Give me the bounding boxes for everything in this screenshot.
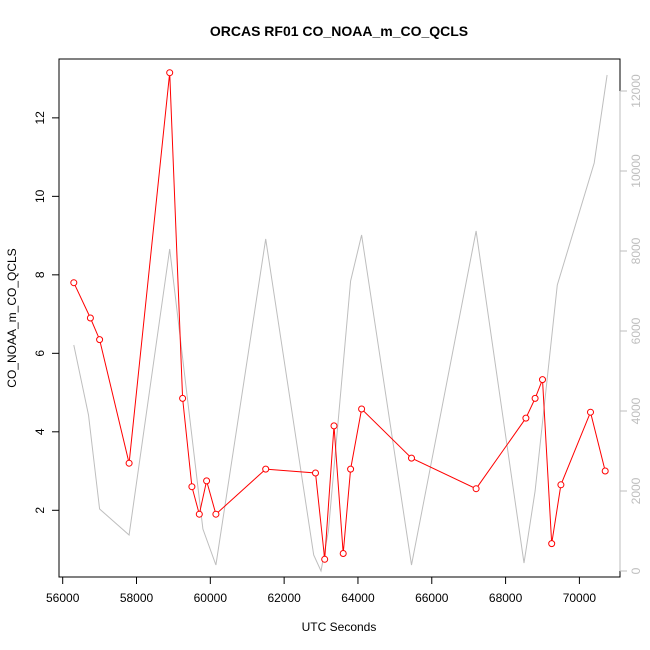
x-axis: 56000 58000 60000 62000 64000 66000 68000 70000 xyxy=(46,576,597,605)
x-tick-label: 58000 xyxy=(120,591,154,605)
x-tick-label: 60000 xyxy=(194,591,228,605)
data-point xyxy=(96,336,104,344)
data-point xyxy=(203,477,211,485)
x-tick-label: 56000 xyxy=(46,591,80,605)
y-tick-label: 4 xyxy=(33,428,47,435)
data-point xyxy=(86,314,94,322)
y2-axis: 0 2000 4000 6000 8000 10000 12000 xyxy=(619,74,643,574)
data-point xyxy=(548,540,556,548)
x-tick-label: 70000 xyxy=(563,591,597,605)
data-point xyxy=(408,454,415,462)
y-tick-label: 2 xyxy=(33,507,47,514)
y2-tick-label: 6000 xyxy=(629,317,643,344)
data-point xyxy=(472,485,480,493)
data-point xyxy=(587,408,594,416)
data-point xyxy=(188,483,196,491)
chart-title: ORCAS RF01 CO_NOAA_m_CO_QCLS xyxy=(210,23,468,39)
y-tick-label: 6 xyxy=(33,350,47,357)
y2-tick-label: 0 xyxy=(629,567,643,574)
y2-tick-label: 4000 xyxy=(629,397,643,424)
data-point xyxy=(166,69,174,77)
y-axis: 2 4 6 8 10 12 xyxy=(33,111,60,514)
y2-tick-label: 2000 xyxy=(629,477,643,504)
series-line-left-axis xyxy=(73,72,606,560)
data-point xyxy=(330,422,338,430)
data-point xyxy=(321,555,329,563)
data-point xyxy=(358,405,366,413)
x-tick-label: 66000 xyxy=(415,591,449,605)
x-axis-label: UTC Seconds xyxy=(302,620,377,634)
data-point xyxy=(262,465,270,473)
data-point xyxy=(522,414,530,422)
data-point xyxy=(347,465,355,473)
y-tick-label: 10 xyxy=(33,189,47,203)
data-point xyxy=(339,550,347,557)
data-point xyxy=(539,376,546,384)
data-point xyxy=(557,481,565,489)
x-tick-label: 64000 xyxy=(341,591,375,605)
data-point xyxy=(212,510,220,518)
y2-tick-label: 8000 xyxy=(629,237,643,264)
data-point xyxy=(179,394,187,402)
x-tick-label: 62000 xyxy=(267,591,301,605)
y2-tick-label: 12000 xyxy=(629,74,643,108)
x-tick-label: 68000 xyxy=(489,591,523,605)
data-point xyxy=(70,279,78,287)
series-layer xyxy=(70,69,609,573)
data-point xyxy=(531,394,539,402)
data-point xyxy=(601,467,609,475)
data-point xyxy=(125,459,133,467)
data-point xyxy=(312,469,319,477)
series-line-right-axis xyxy=(73,74,608,573)
data-point xyxy=(195,510,203,518)
y2-tick-label: 10000 xyxy=(629,154,643,188)
y-axis-label: CO_NOAA_m_CO_QCLS xyxy=(5,248,19,387)
y-tick-label: 12 xyxy=(33,111,47,125)
y-tick-label: 8 xyxy=(33,271,47,278)
